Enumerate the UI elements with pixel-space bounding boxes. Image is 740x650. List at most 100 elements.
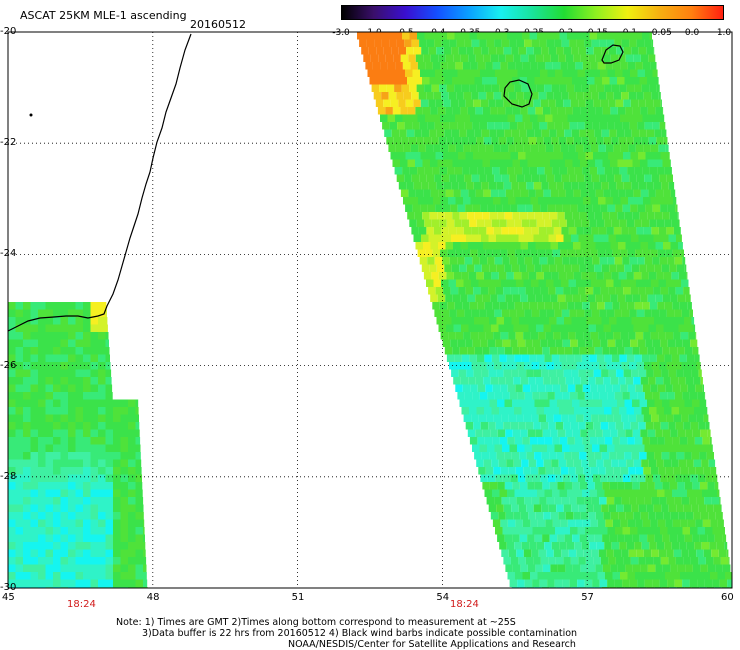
swath-cell [461, 219, 470, 227]
swath-cell [621, 497, 630, 505]
swath-cell [75, 332, 83, 340]
swath-cell [656, 219, 665, 227]
swath-cell [479, 392, 488, 400]
swath-cell [68, 354, 76, 362]
swath-cell [653, 234, 661, 242]
swath-cell [587, 429, 596, 437]
swath-cell [578, 47, 587, 55]
swath-cell [402, 114, 410, 122]
swath-cell [600, 99, 609, 107]
swath-cell [75, 519, 83, 527]
swath-cell [618, 377, 626, 385]
swath-cell [561, 362, 569, 370]
swath-cell [432, 62, 441, 70]
swath-cell [718, 549, 727, 557]
swath-cell [75, 377, 83, 385]
swath-cell [135, 422, 140, 430]
swath-cell [650, 384, 658, 392]
swath-cell [464, 362, 472, 370]
swath-cell [552, 489, 560, 497]
swath-cell [615, 527, 623, 535]
swath-cell [638, 557, 646, 565]
swath-cell [590, 384, 598, 392]
swath-cell [625, 242, 633, 250]
swath-cell [90, 534, 98, 542]
swath-cell [143, 527, 145, 535]
swath-cell [655, 429, 663, 437]
swath-cell [507, 519, 516, 527]
swath-cell [60, 399, 68, 407]
swath-cell [517, 204, 526, 212]
swath-cell [128, 452, 136, 460]
swath-cell [409, 219, 417, 227]
swath-cell [666, 174, 673, 182]
swath-cell [402, 32, 410, 40]
swath-cell [671, 354, 680, 362]
swath-cell [90, 422, 98, 430]
swath-cell [649, 354, 657, 362]
swath-cell [548, 152, 556, 160]
swath-cell [45, 489, 53, 497]
swath-cell [565, 54, 574, 62]
swath-cell [579, 317, 587, 325]
swath-cell [473, 422, 481, 430]
swath-cell [489, 399, 497, 407]
swath-cell [113, 549, 121, 557]
swath-cell [501, 549, 509, 557]
swath-cell [500, 197, 508, 205]
swath-cell [511, 317, 519, 325]
swath-cell [488, 369, 497, 377]
swath-cell [589, 302, 598, 310]
swath-cell [45, 414, 53, 422]
swath-cell [549, 534, 558, 542]
swath-cell [612, 249, 621, 257]
swath-cell [113, 422, 121, 430]
swath-cell [525, 557, 534, 565]
swath-cell [644, 362, 652, 370]
swath-cell [666, 279, 674, 287]
swath-cell [485, 62, 493, 70]
swath-cell [699, 399, 707, 407]
swath-cell [628, 279, 636, 287]
swath-cell [388, 144, 396, 152]
swath-cell [53, 497, 61, 505]
swath-cell [398, 47, 407, 55]
swath-cell [634, 302, 643, 310]
swath-cell [135, 549, 143, 557]
swath-cell [587, 107, 596, 115]
swath-cell [474, 77, 482, 85]
swath-cell [607, 204, 616, 212]
swath-cell [15, 497, 23, 505]
swath-cell [453, 189, 461, 197]
swath-cell [623, 152, 631, 160]
swath-cell [15, 467, 23, 475]
swath-cell [554, 174, 562, 182]
swath-cell [426, 174, 435, 182]
swath-cell [547, 392, 555, 400]
swath-cell [476, 459, 484, 467]
swath-cell [495, 422, 504, 430]
swath-cell [483, 54, 491, 62]
swath-cell [415, 242, 423, 250]
swath-cell [506, 137, 514, 145]
swath-cell [485, 467, 494, 475]
colorbar [341, 5, 724, 20]
swath-cell [541, 317, 549, 325]
swath-cell [463, 197, 471, 205]
swath-cell [469, 354, 477, 362]
swath-cell [674, 579, 683, 587]
swath-cell [435, 287, 444, 295]
swath-cell [569, 444, 577, 452]
swath-cell [23, 354, 31, 362]
swath-cell [537, 249, 546, 257]
swath-cell [656, 459, 664, 467]
swath-cell [443, 234, 451, 242]
swath-cell [473, 152, 481, 160]
swath-cell [668, 182, 675, 190]
swath-cell [413, 47, 422, 55]
swath-cell [683, 557, 691, 565]
swath-cell [424, 219, 432, 227]
swath-cell [510, 422, 519, 430]
swath-cell [694, 489, 702, 497]
note-line-3: NOAA/NESDIS/Center for Satellite Applica… [288, 639, 576, 650]
